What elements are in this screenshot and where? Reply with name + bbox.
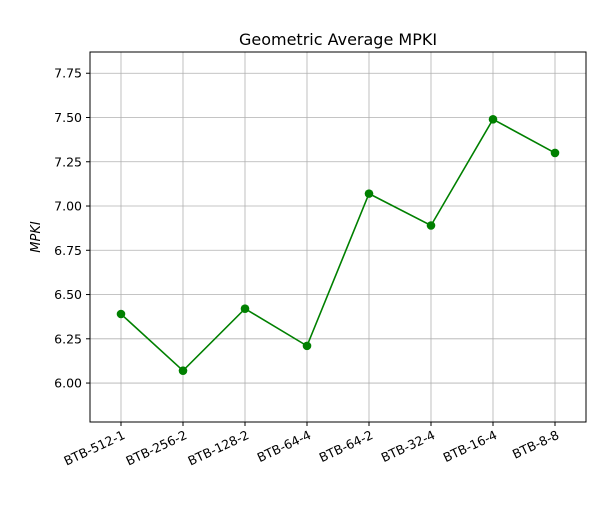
- series-line: [120, 118, 556, 372]
- y-axis-label: MPKI: [29, 221, 44, 253]
- y-tick-label: 7.25: [54, 154, 82, 169]
- y-tick-label: 7.75: [54, 66, 82, 81]
- plot-frame: [89, 51, 587, 423]
- chart-title: Geometric Average MPKI: [239, 30, 437, 49]
- series-layer: [116, 114, 560, 375]
- data-point: [426, 221, 436, 230]
- plot-area-background: [90, 52, 586, 422]
- y-tick-label: 7.50: [54, 110, 82, 125]
- data-point: [302, 341, 312, 351]
- grid-lines: [90, 52, 586, 422]
- y-tick-label: 6.50: [54, 287, 82, 302]
- data-point: [488, 114, 498, 124]
- y-tick-label: 6.00: [54, 376, 82, 391]
- y-tick-label: 7.00: [54, 199, 82, 214]
- data-point: [178, 366, 188, 375]
- data-point: [550, 148, 560, 158]
- data-point: [116, 309, 126, 319]
- y-axis-ticks: 6.00 6.25 6.50 6.75 7.00 7.25 7.50 7.75: [54, 66, 90, 391]
- y-tick-label: 6.75: [54, 243, 82, 258]
- y-tick-label: 6.25: [54, 331, 82, 346]
- data-point: [240, 304, 250, 313]
- data-point: [364, 189, 374, 198]
